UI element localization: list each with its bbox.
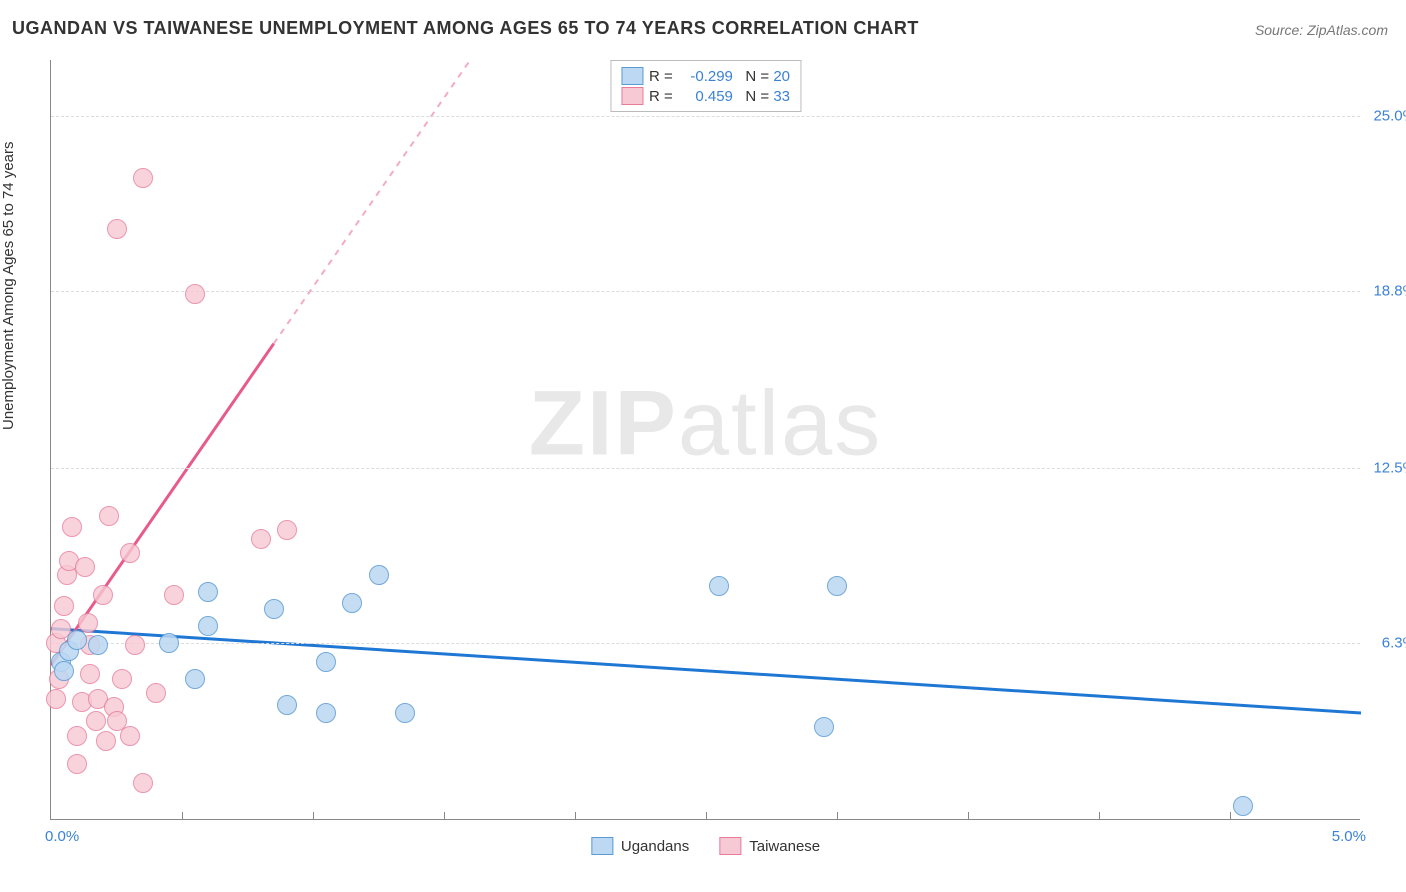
legend-swatch [621, 67, 643, 85]
y-tick-label: 18.8% [1373, 282, 1406, 299]
data-point [120, 543, 140, 563]
y-tick-label: 6.3% [1382, 634, 1406, 651]
watermark: ZIPatlas [529, 372, 882, 477]
legend-item: Taiwanese [719, 837, 820, 855]
x-tick [313, 812, 314, 820]
data-point [88, 635, 108, 655]
gridline-h [51, 468, 1360, 469]
data-point [75, 557, 95, 577]
legend-item: Ugandans [591, 837, 689, 855]
data-point [93, 585, 113, 605]
data-point [1233, 796, 1253, 816]
chart-title: UGANDAN VS TAIWANESE UNEMPLOYMENT AMONG … [12, 18, 919, 39]
x-tick [575, 812, 576, 820]
gridline-h [51, 291, 1360, 292]
x-tick [444, 812, 445, 820]
data-point [120, 726, 140, 746]
legend-swatch [719, 837, 741, 855]
data-point [264, 599, 284, 619]
data-point [277, 520, 297, 540]
data-point [133, 773, 153, 793]
data-point [86, 711, 106, 731]
data-point [62, 517, 82, 537]
legend-swatch [621, 87, 643, 105]
data-point [112, 669, 132, 689]
x-tick-label: 5.0% [1332, 828, 1366, 845]
gridline-h [51, 643, 1360, 644]
data-point [107, 219, 127, 239]
plot-area: ZIPatlas R = -0.299 N = 20 R = 0.459 N = … [50, 60, 1360, 820]
data-point [125, 635, 145, 655]
data-point [159, 633, 179, 653]
legend-stat: R = 0.459 N = 33 [649, 88, 790, 105]
data-point [369, 565, 389, 585]
x-tick-label: 0.0% [45, 828, 79, 845]
data-point [198, 616, 218, 636]
data-point [67, 726, 87, 746]
data-point [164, 585, 184, 605]
x-tick [182, 812, 183, 820]
regression-lines [51, 60, 1360, 819]
legend-label: Taiwanese [749, 838, 820, 855]
y-tick-label: 25.0% [1373, 108, 1406, 125]
data-point [80, 664, 100, 684]
data-point [709, 576, 729, 596]
y-tick-label: 12.5% [1373, 460, 1406, 477]
data-point [316, 652, 336, 672]
data-point [277, 695, 297, 715]
data-point [99, 506, 119, 526]
series-legend: Ugandans Taiwanese [591, 837, 820, 855]
x-tick [837, 812, 838, 820]
data-point [96, 731, 116, 751]
correlation-legend: R = -0.299 N = 20 R = 0.459 N = 33 [610, 60, 801, 112]
legend-stat: R = -0.299 N = 20 [649, 68, 790, 85]
gridline-h [51, 116, 1360, 117]
data-point [54, 661, 74, 681]
data-point [342, 593, 362, 613]
data-point [198, 582, 218, 602]
x-tick [706, 812, 707, 820]
x-tick [1230, 812, 1231, 820]
data-point [185, 669, 205, 689]
data-point [185, 284, 205, 304]
data-point [814, 717, 834, 737]
legend-label: Ugandans [621, 838, 689, 855]
data-point [133, 168, 153, 188]
x-tick [1099, 812, 1100, 820]
data-point [827, 576, 847, 596]
data-point [67, 630, 87, 650]
data-point [146, 683, 166, 703]
source-attribution: Source: ZipAtlas.com [1255, 22, 1388, 38]
data-point [316, 703, 336, 723]
x-tick [968, 812, 969, 820]
data-point [46, 689, 66, 709]
data-point [251, 529, 271, 549]
data-point [395, 703, 415, 723]
data-point [54, 596, 74, 616]
y-axis-label: Unemployment Among Ages 65 to 74 years [0, 141, 17, 430]
legend-swatch [591, 837, 613, 855]
data-point [67, 754, 87, 774]
